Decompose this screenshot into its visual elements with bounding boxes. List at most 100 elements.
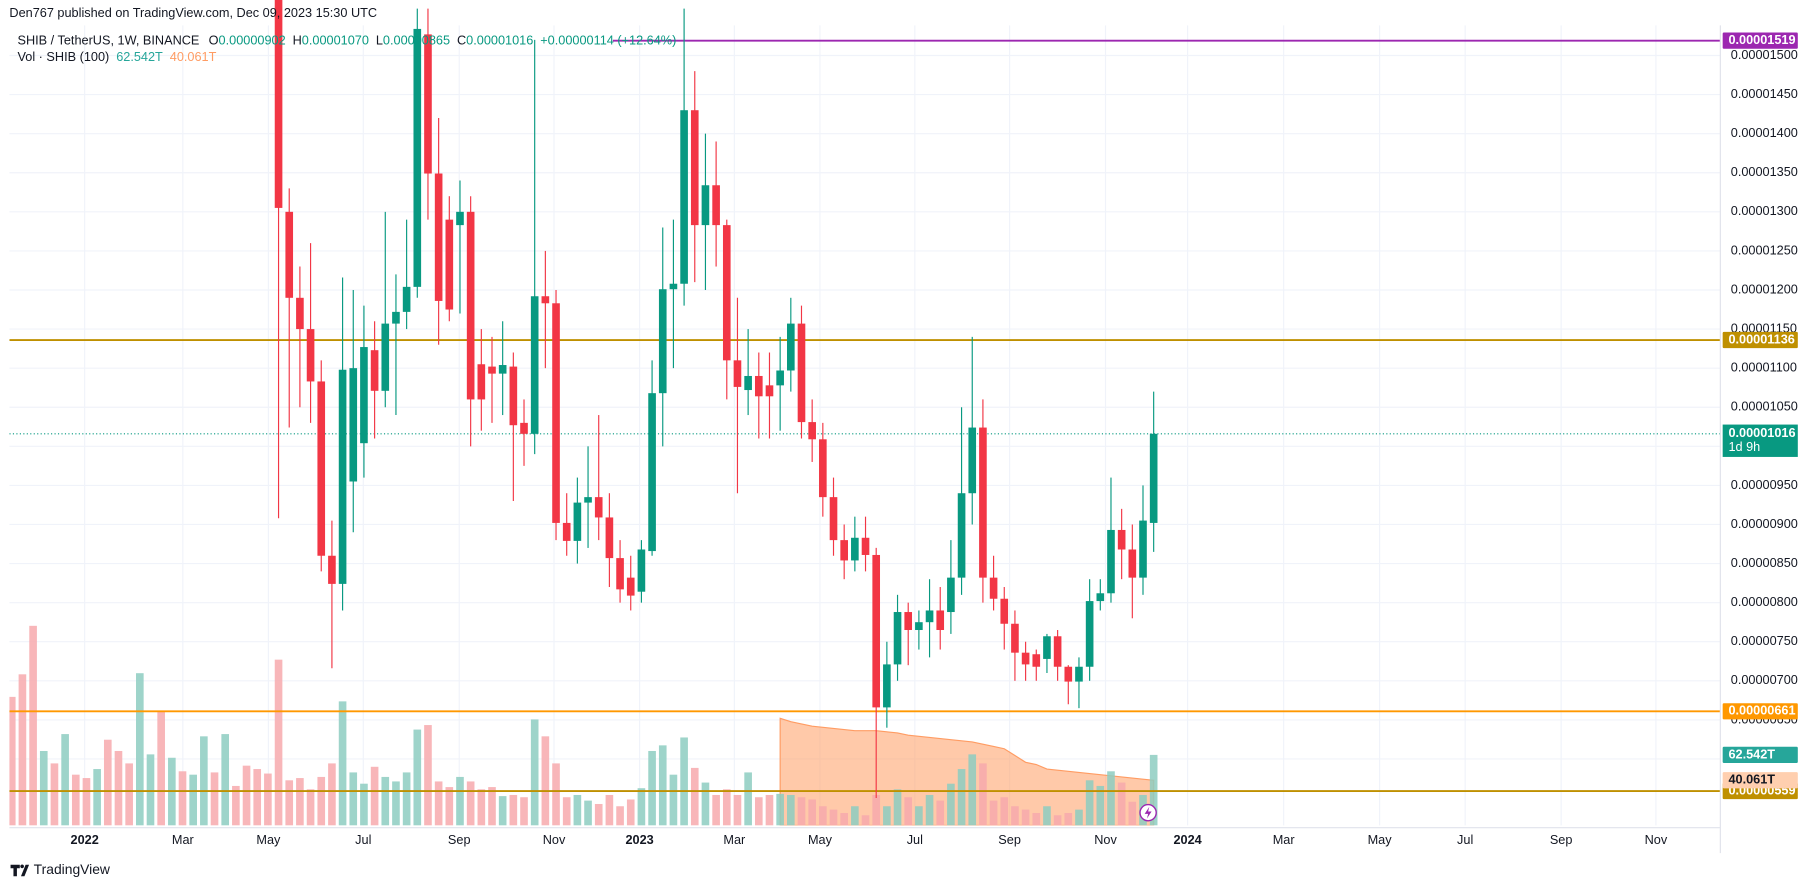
- candle-body: [317, 381, 326, 556]
- candle-body: [722, 225, 731, 361]
- volume-bar: [861, 815, 870, 826]
- legend-volume-row: Vol · SHIB (100) 62.542T 40.061T: [17, 49, 216, 64]
- volume-bar: [1117, 782, 1126, 826]
- y-tick-label: 0.00001100: [1731, 360, 1797, 375]
- volume-bar: [637, 788, 646, 826]
- volume-bar: [253, 769, 262, 826]
- candle-body: [925, 610, 934, 623]
- volume-bar: [1085, 780, 1094, 826]
- candle-body: [1021, 652, 1030, 665]
- candle-body: [541, 296, 550, 304]
- candle-body: [648, 393, 656, 552]
- level-label: 0.00001519: [1728, 32, 1795, 47]
- ohlc-value: 0.00001070: [302, 33, 369, 48]
- candle-body: [285, 211, 294, 298]
- volume-bar: [690, 767, 699, 826]
- volume-bar: [360, 783, 368, 826]
- price-pane: [9, 0, 1721, 799]
- volume-bar: [114, 750, 123, 826]
- volume-bar: [434, 781, 443, 826]
- volume-bar: [947, 783, 955, 826]
- volume-bar: [712, 794, 720, 826]
- candle-body: [1085, 601, 1094, 667]
- volume-pane: [9, 625, 1158, 826]
- y-tick-label: 0.00001200: [1731, 281, 1798, 296]
- volume-bar: [157, 711, 165, 826]
- volume-bar: [829, 809, 838, 826]
- candle-body: [562, 522, 571, 541]
- candle-body: [424, 34, 432, 174]
- candle-body: [861, 537, 870, 555]
- volume-bar: [477, 789, 486, 826]
- volume-bar: [264, 773, 272, 826]
- volume-bar: [765, 794, 774, 826]
- volume-bar: [936, 800, 945, 826]
- volume-bar: [957, 769, 966, 826]
- candle-body: [296, 297, 304, 330]
- ohlc-value: 0.00001016: [466, 33, 533, 48]
- last-price-box: [1722, 424, 1798, 457]
- volume-bar: [520, 797, 528, 826]
- volume-bar: [1011, 806, 1019, 826]
- volume-bar: [1053, 815, 1062, 826]
- x-tick-label: May: [808, 832, 833, 847]
- level-label: 0.00000661: [1728, 703, 1795, 718]
- volume-bar: [530, 719, 539, 826]
- candle-body: [584, 497, 592, 503]
- x-tick-label: Sep: [448, 832, 471, 847]
- volume-bar: [669, 774, 678, 826]
- grid: [9, 25, 1721, 826]
- volume-bar: [456, 776, 464, 826]
- x-tick-label: 2024: [1173, 832, 1201, 847]
- candle-body: [851, 537, 859, 561]
- footer-logo: TradingView: [10, 861, 111, 877]
- volume-bar: [509, 794, 518, 826]
- candle-body: [915, 622, 923, 631]
- volume-bar: [541, 736, 550, 826]
- volume-bar: [50, 763, 59, 826]
- candle-body: [819, 439, 827, 498]
- candle-body: [744, 375, 752, 391]
- legend-volume-value: 62.542T: [116, 49, 163, 64]
- volume-bar: [285, 780, 294, 826]
- volume-bar: [1096, 785, 1105, 826]
- volume-bar: [103, 739, 112, 826]
- candle-body: [509, 366, 518, 426]
- candle-body: [1096, 593, 1105, 602]
- candle-body: [883, 664, 891, 708]
- candle-body: [360, 347, 368, 444]
- volume-label: 62.542T: [1728, 746, 1775, 761]
- volume-bar: [413, 729, 422, 826]
- header: Den767 published on TradingView.com, Dec…: [9, 5, 676, 64]
- candle-body: [1117, 529, 1126, 550]
- volume-bar: [306, 789, 315, 826]
- volume-bar: [776, 793, 784, 826]
- volume-bar: [296, 778, 304, 826]
- volume-bar: [338, 701, 347, 826]
- x-tick-label: Mar: [723, 832, 746, 847]
- y-tick-label: 0.00001300: [1731, 203, 1798, 218]
- candle-body: [829, 497, 838, 541]
- candle-body: [808, 422, 816, 440]
- y-tick-label: 0.00000700: [1731, 672, 1798, 687]
- candle-body: [1107, 529, 1115, 594]
- volume-bar: [71, 774, 80, 826]
- x-tick-label: 2023: [625, 832, 653, 847]
- ohlc-key: C: [457, 33, 466, 48]
- candle-body: [690, 110, 699, 226]
- candle-body: [402, 286, 411, 312]
- x-tick-label: Jul: [355, 832, 371, 847]
- candle-body: [1000, 598, 1009, 624]
- volume-bar: [317, 776, 326, 826]
- candle-body: [637, 549, 646, 592]
- candle-body: [658, 289, 667, 394]
- volume-bar: [1075, 809, 1083, 826]
- legend-symbol-row: SHIB / TetherUS, 1W, BINANCE O0.00000902 H…: [17, 33, 676, 48]
- volume-bar: [1021, 809, 1030, 826]
- volume-bar: [658, 745, 667, 826]
- candle-body: [936, 610, 945, 631]
- volume-bar: [754, 797, 763, 826]
- candle-body: [712, 185, 720, 226]
- volume-bar: [1000, 797, 1009, 826]
